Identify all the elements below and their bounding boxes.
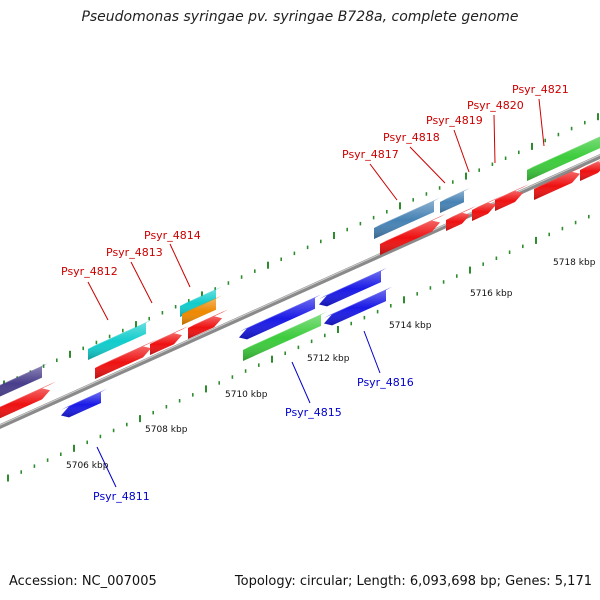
- gene-label-psyr-4814[interactable]: Psyr_4814: [144, 229, 201, 242]
- leader-psyr-4815: [291, 361, 311, 404]
- gene-features: [0, 131, 600, 422]
- psyr-4818-cds[interactable]: [446, 205, 476, 231]
- gene-label-psyr-4811[interactable]: Psyr_4811: [93, 490, 150, 503]
- gene-label-psyr-4821[interactable]: Psyr_4821: [512, 83, 569, 96]
- gene-label-psyr-4818[interactable]: Psyr_4818: [383, 131, 440, 144]
- cds-slate-left[interactable]: [0, 363, 48, 401]
- psyr-4814-cyan[interactable]: [180, 286, 222, 318]
- scale-label-5714: 5714 kbp: [389, 321, 432, 331]
- psyr-4814-orange[interactable]: [182, 295, 222, 325]
- psyr-4812-cds[interactable]: [95, 339, 157, 380]
- gene-label-psyr-4819[interactable]: Psyr_4819: [426, 114, 483, 127]
- psyr-4819-cds[interactable]: [472, 195, 502, 221]
- psyr-4815-green[interactable]: [243, 311, 327, 361]
- label-leader-lines: [87, 98, 545, 488]
- accession-text: Accession: NC_007005: [9, 574, 157, 589]
- scale-label-5712: 5712 kbp: [307, 354, 350, 364]
- scale-label-5706: 5706 kbp: [66, 461, 109, 471]
- psyr-4816-gene[interactable]: [319, 267, 387, 307]
- psyr-4817-steel[interactable]: [374, 197, 440, 239]
- leader-psyr-4821: [538, 98, 545, 147]
- leader-psyr-4814: [169, 243, 191, 288]
- psyr-4811-gene[interactable]: [61, 388, 107, 418]
- leader-psyr-4819: [453, 129, 470, 173]
- gene-label-psyr-4812[interactable]: Psyr_4812: [61, 265, 118, 278]
- psyr-4814-cds[interactable]: [188, 309, 228, 339]
- gene-label-psyr-4816[interactable]: Psyr_4816: [357, 376, 414, 389]
- leader-psyr-4818: [409, 146, 446, 184]
- psyr-4820-cds[interactable]: [495, 184, 529, 211]
- psyr-4818-steel[interactable]: [440, 187, 470, 213]
- gene-label-psyr-4815[interactable]: Psyr_4815: [285, 406, 342, 419]
- psyr-4815-gene[interactable]: [239, 294, 321, 340]
- scale-label-5708: 5708 kbp: [145, 425, 188, 435]
- lower-tick-track: [7, 214, 590, 482]
- scale-label-5710: 5710 kbp: [225, 390, 268, 400]
- cds-red-right[interactable]: [580, 155, 600, 181]
- leader-psyr-4820: [493, 114, 496, 164]
- scale-label-5718: 5718 kbp: [553, 258, 596, 268]
- gene-label-psyr-4813[interactable]: Psyr_4813: [106, 246, 163, 259]
- gene-label-psyr-4820[interactable]: Psyr_4820: [467, 99, 524, 112]
- leader-psyr-4812: [87, 281, 109, 321]
- psyr-4821-cds[interactable]: [534, 165, 586, 200]
- psyr-4821-green[interactable]: [527, 131, 600, 181]
- gene-label-psyr-4817[interactable]: Psyr_4817: [342, 148, 399, 161]
- psyr-4817-cds[interactable]: [380, 213, 446, 255]
- page-title: Pseudomonas syringae pv. syringae B728a,…: [81, 9, 519, 25]
- psyr-4812-cyan[interactable]: [88, 319, 152, 360]
- leader-psyr-4816: [363, 330, 381, 374]
- psyr-4813-cds[interactable]: [150, 326, 188, 355]
- leader-psyr-4811: [96, 446, 117, 488]
- leader-psyr-4813: [130, 261, 153, 304]
- topology-text: Topology: circular; Length: 6,093,698 bp…: [234, 574, 592, 589]
- cds-red-left[interactable]: [0, 381, 56, 422]
- scale-label-5716: 5716 kbp: [470, 289, 513, 299]
- leader-psyr-4817: [369, 163, 398, 201]
- psyr-4816-gene-b[interactable]: [324, 286, 392, 326]
